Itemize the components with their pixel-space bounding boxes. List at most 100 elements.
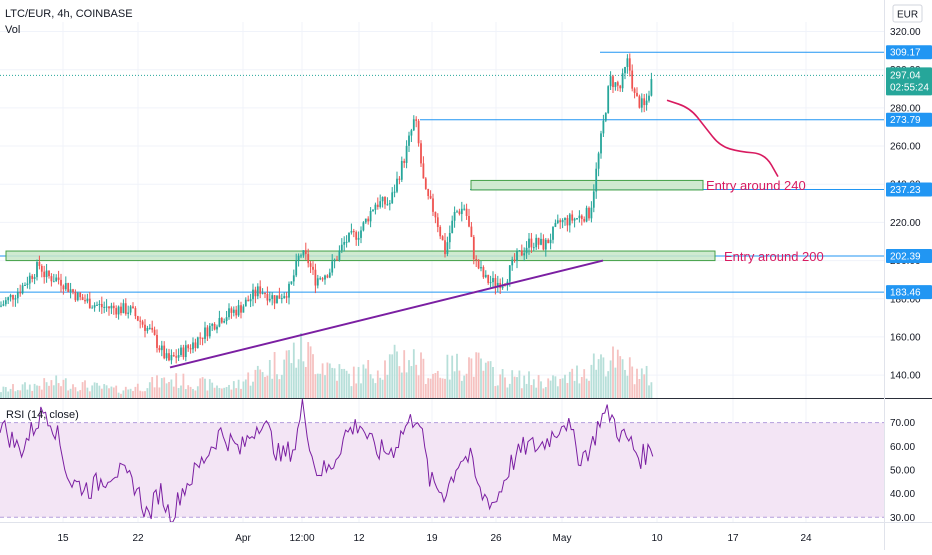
volume-bar bbox=[139, 390, 142, 398]
price-tick-label: 260.00 bbox=[890, 142, 921, 153]
volume-bar bbox=[583, 369, 586, 398]
candle-body bbox=[100, 303, 103, 308]
candle-body bbox=[444, 240, 446, 255]
candle-body bbox=[93, 305, 96, 308]
candle-body bbox=[331, 261, 334, 273]
candle-body bbox=[28, 275, 31, 284]
volume-bar bbox=[504, 377, 506, 398]
volume-bar bbox=[638, 378, 641, 398]
candle-body bbox=[360, 230, 362, 238]
volume-bar bbox=[434, 373, 437, 398]
volume-bar bbox=[374, 383, 377, 398]
candle-body bbox=[513, 259, 516, 261]
candle-body bbox=[213, 324, 216, 330]
candle-body bbox=[309, 263, 312, 267]
volume-bar bbox=[283, 359, 286, 398]
volume-bar bbox=[480, 358, 482, 398]
volume-bar bbox=[422, 358, 425, 398]
volume-bar bbox=[129, 388, 132, 398]
volume-bar bbox=[420, 352, 422, 398]
volume-bar bbox=[225, 386, 228, 398]
candle-body bbox=[21, 285, 24, 294]
candle-body bbox=[242, 306, 245, 313]
time-tick-label: 12:00 bbox=[289, 533, 314, 544]
candle-body bbox=[535, 237, 538, 248]
candle-body bbox=[33, 277, 36, 279]
rsi-tick-label: 40.00 bbox=[890, 489, 915, 500]
current-price-value: 297.04 bbox=[890, 70, 921, 81]
candle-body bbox=[468, 215, 470, 227]
candle-body bbox=[609, 76, 612, 87]
candle-body bbox=[81, 297, 84, 301]
volume-bar bbox=[429, 378, 432, 398]
candle-body bbox=[276, 295, 278, 304]
price-level-tag bbox=[886, 45, 932, 60]
volume-bar bbox=[530, 385, 533, 398]
volume-bar bbox=[566, 382, 569, 398]
volume-bar bbox=[631, 366, 634, 398]
candle-body bbox=[216, 326, 218, 330]
volume-bar bbox=[0, 392, 2, 398]
candle-body bbox=[163, 345, 166, 359]
candle-body bbox=[460, 208, 463, 215]
volume-bar bbox=[475, 352, 478, 398]
volume-bar bbox=[312, 354, 314, 398]
volume-bar bbox=[571, 368, 574, 398]
candle-body bbox=[62, 285, 65, 290]
volume-bar bbox=[619, 356, 622, 398]
volume-bar bbox=[26, 389, 29, 398]
time-tick-label: 19 bbox=[426, 533, 438, 544]
candle-body bbox=[544, 239, 547, 250]
volume-bar bbox=[417, 375, 420, 398]
volume-bar bbox=[268, 359, 271, 398]
price-tick-label: 160.00 bbox=[890, 332, 921, 343]
volume-bar bbox=[573, 380, 576, 398]
candle-body bbox=[405, 145, 408, 163]
volume-bar bbox=[24, 382, 26, 398]
candle-body bbox=[403, 160, 406, 163]
candle-body bbox=[180, 347, 182, 356]
volume-bar bbox=[204, 378, 206, 398]
candle-body bbox=[230, 308, 233, 313]
volume-bar bbox=[144, 391, 146, 398]
volume-bar bbox=[544, 387, 547, 398]
volume-bar bbox=[448, 379, 451, 398]
candle-body bbox=[91, 307, 94, 309]
volume-bar bbox=[64, 378, 67, 398]
volume-bar bbox=[43, 378, 46, 398]
volume-bar bbox=[216, 385, 218, 398]
currency-button[interactable]: EUR bbox=[892, 4, 923, 23]
volume-bar bbox=[412, 349, 415, 398]
candle-body bbox=[585, 207, 588, 222]
volume-bar bbox=[74, 387, 77, 398]
candle-body bbox=[218, 318, 221, 327]
volume-bar bbox=[316, 373, 319, 398]
candle-body bbox=[626, 58, 629, 67]
candle-body bbox=[456, 211, 458, 213]
candle-body bbox=[108, 306, 110, 309]
volume-bar bbox=[633, 384, 636, 398]
volume-bar bbox=[91, 385, 94, 398]
candle-body bbox=[336, 259, 338, 261]
rsi-band bbox=[0, 422, 884, 518]
volume-bar bbox=[244, 379, 247, 398]
candle-body bbox=[24, 284, 26, 286]
candle-body bbox=[211, 324, 214, 326]
volume-bar bbox=[72, 384, 74, 398]
volume-bar bbox=[446, 354, 449, 398]
volume-bar bbox=[55, 375, 58, 398]
candle-body bbox=[285, 296, 288, 298]
candle-body bbox=[79, 292, 82, 298]
candle-body bbox=[374, 204, 377, 210]
volume-bar bbox=[136, 383, 139, 398]
candle-body bbox=[122, 303, 125, 314]
volume-bar bbox=[184, 389, 187, 398]
volume-bar bbox=[76, 391, 79, 398]
volume-bar bbox=[345, 370, 348, 398]
volume-bar bbox=[386, 374, 389, 398]
entry-zones: Entry around 240 Entry around 200 bbox=[5, 178, 824, 264]
volume-bar bbox=[595, 369, 598, 398]
volume-bar bbox=[172, 386, 175, 398]
candle-body bbox=[516, 251, 518, 261]
volume-bar bbox=[552, 375, 554, 398]
